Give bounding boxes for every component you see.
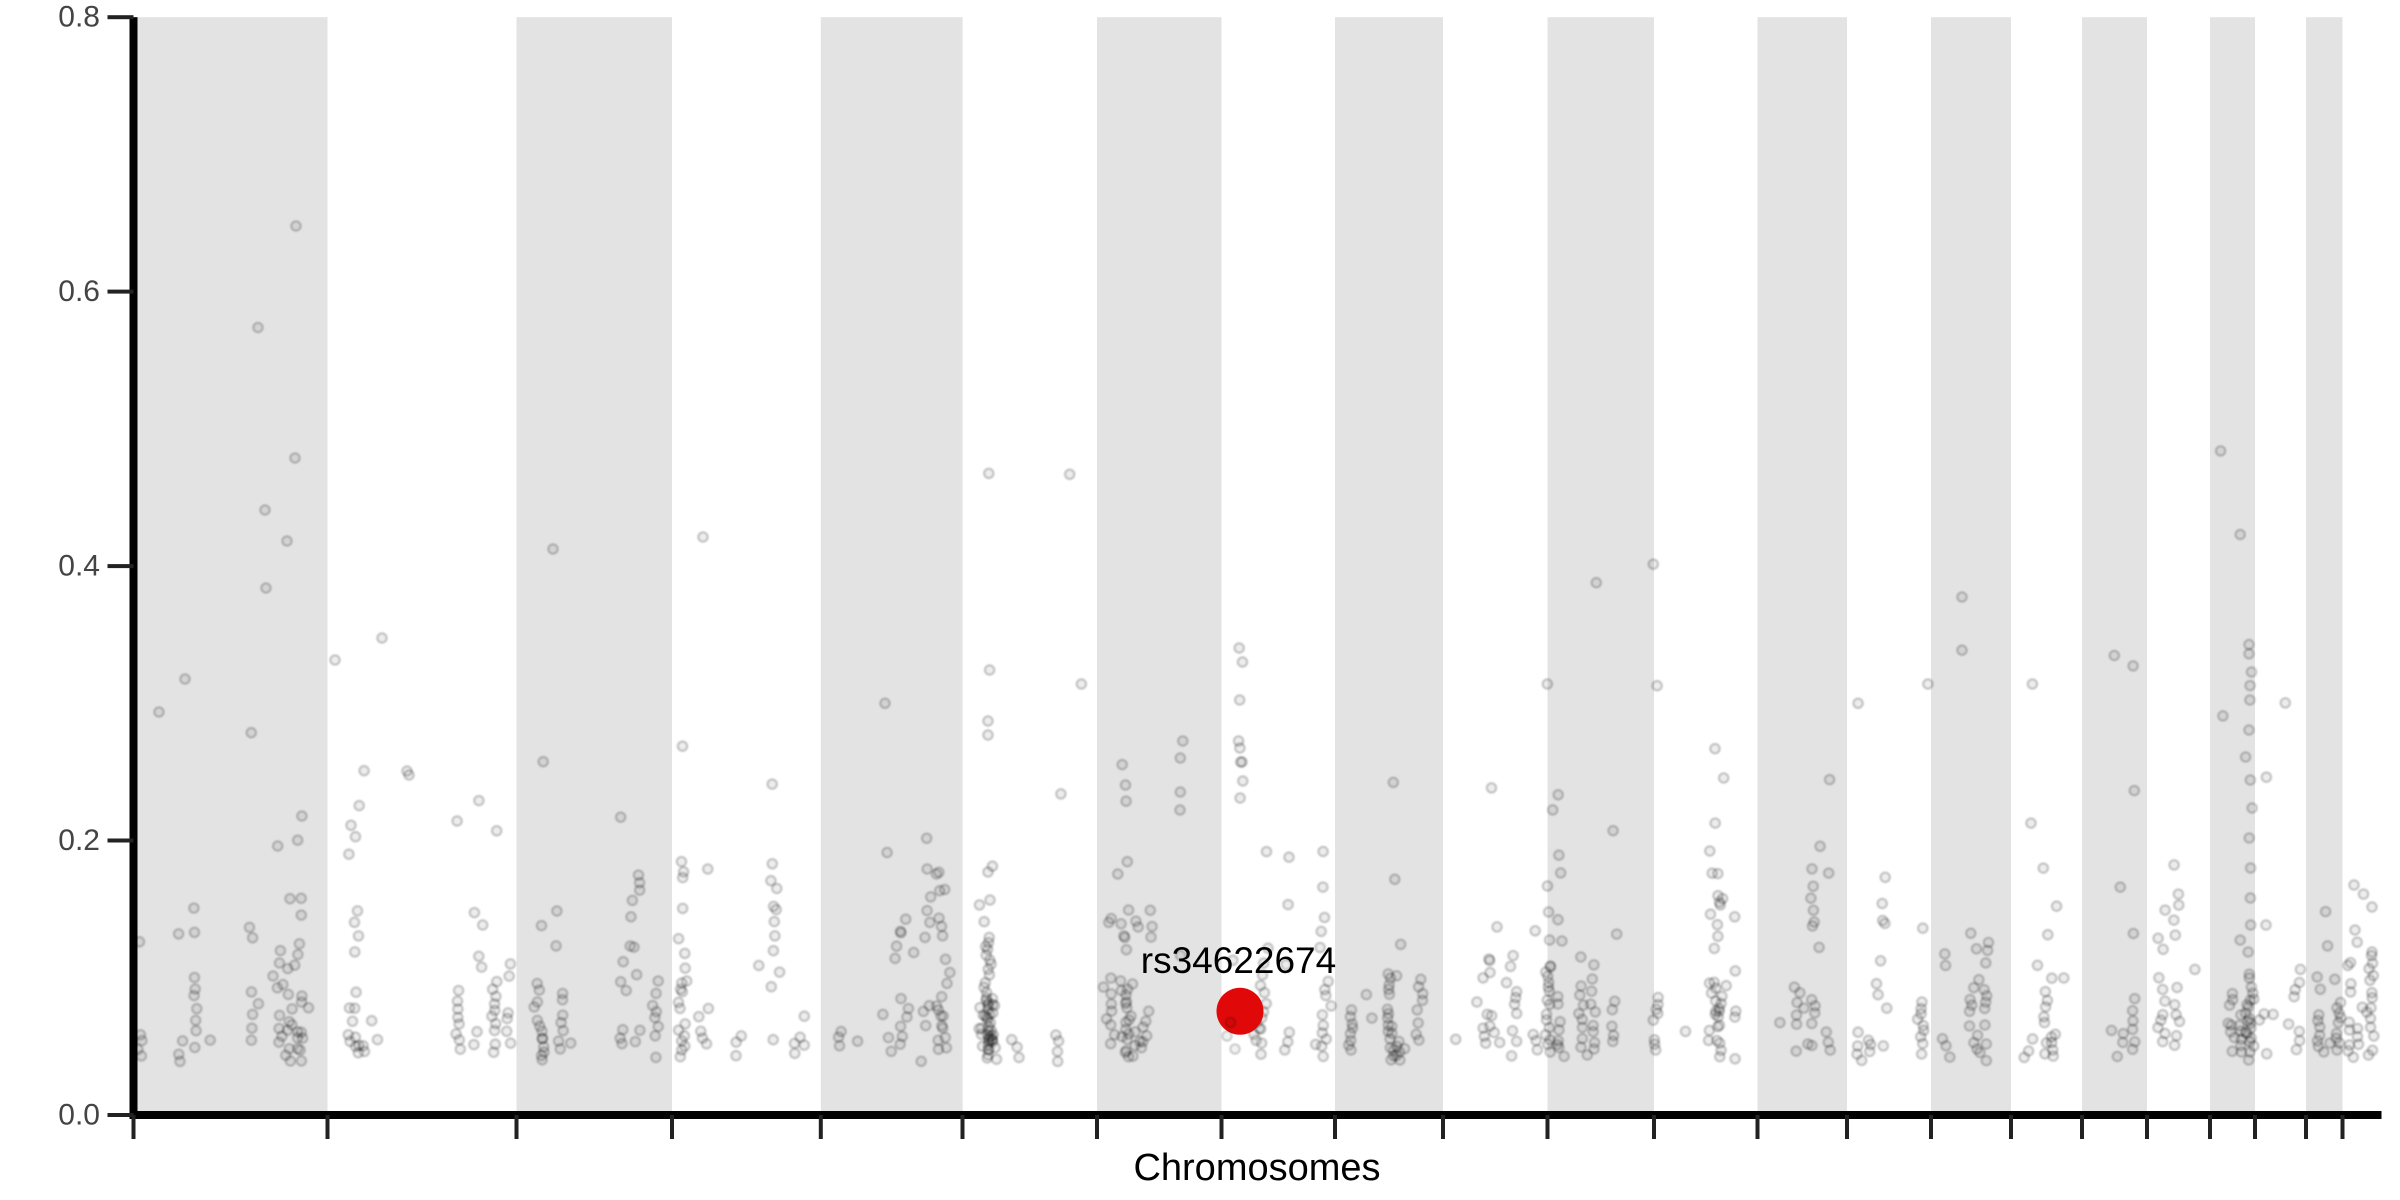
svg-text:0.6: 0.6 bbox=[58, 275, 100, 308]
svg-text:rs34622674: rs34622674 bbox=[1141, 940, 1336, 981]
svg-text:0.0: 0.0 bbox=[58, 1099, 100, 1132]
svg-text:0.2: 0.2 bbox=[58, 824, 100, 857]
svg-text:0.8: 0.8 bbox=[58, 1, 100, 34]
svg-text:Chromosomes: Chromosomes bbox=[1133, 1147, 1380, 1189]
svg-text:0.4: 0.4 bbox=[58, 550, 100, 583]
